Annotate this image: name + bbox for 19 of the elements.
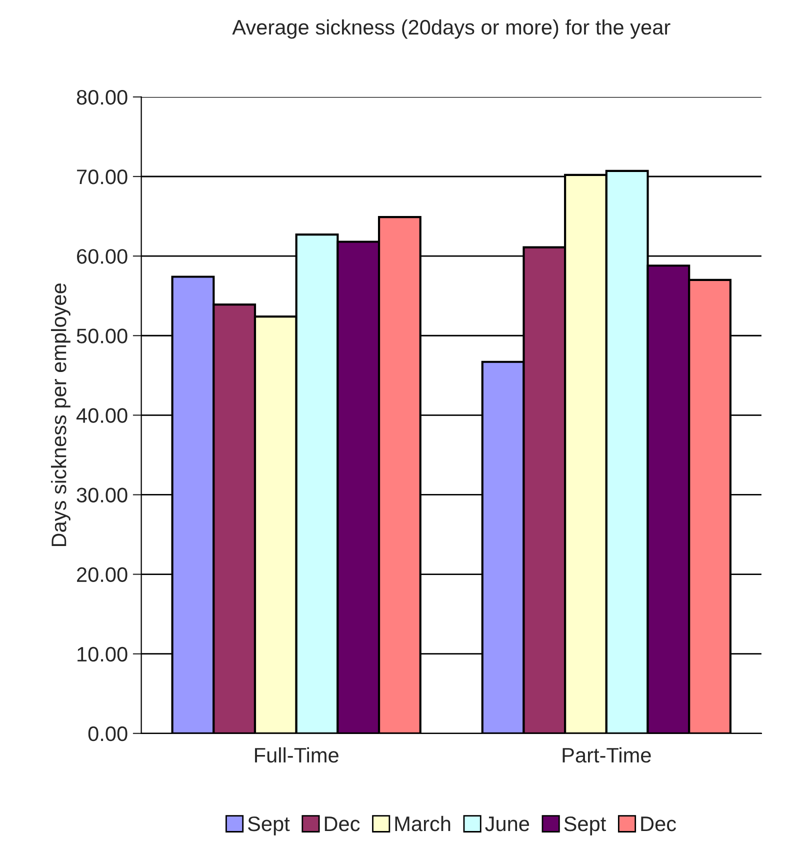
y-tick-label: 60.00 — [77, 249, 128, 264]
y-tick-label: 30.00 — [76, 488, 128, 502]
y-axis-title: Days sickness per employee — [51, 284, 70, 546]
y-tick-label: 10.00 — [78, 646, 128, 662]
y-tick-label: 0.00 — [88, 726, 128, 742]
x-tick-label: Full-Time — [255, 747, 338, 763]
y-tick-label: 80.00 — [76, 90, 128, 105]
legend-label: Dec — [641, 816, 676, 832]
legend-label: March — [395, 816, 450, 832]
y-tick-label: 20.00 — [77, 567, 128, 582]
legend-label: Dec — [324, 816, 360, 832]
y-tick-label: 70.00 — [77, 170, 128, 184]
y-tick-label: 50.00 — [76, 328, 128, 344]
legend-label: Sept — [564, 816, 606, 836]
chart-title: Average sickness (20days or more) for the year — [232, 19, 670, 39]
legend-label: Sept — [248, 816, 290, 836]
y-tick-label: 40.00 — [76, 408, 128, 423]
x-tick-label: Part-Time — [562, 747, 651, 763]
legend-label: June — [485, 816, 530, 832]
